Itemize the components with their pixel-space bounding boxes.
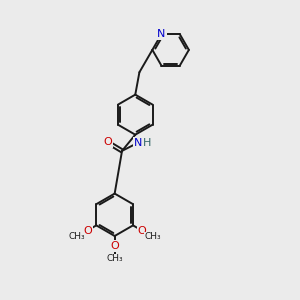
Text: O: O [103, 137, 112, 147]
Text: CH₃: CH₃ [106, 254, 123, 263]
Text: O: O [110, 241, 119, 251]
Text: H: H [143, 138, 151, 148]
Text: O: O [83, 226, 92, 236]
Text: CH₃: CH₃ [68, 232, 85, 241]
Text: O: O [138, 226, 146, 236]
Text: CH₃: CH₃ [144, 232, 161, 241]
Text: N: N [157, 29, 166, 39]
Text: N: N [134, 138, 142, 148]
